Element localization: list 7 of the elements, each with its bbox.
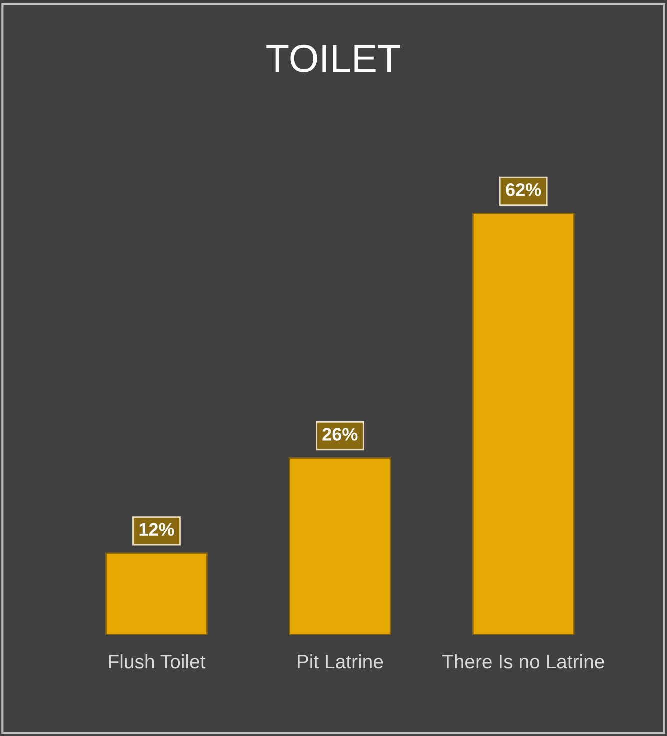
x-tick-label: Flush Toilet [109, 654, 206, 669]
data-label: 62% [506, 183, 542, 196]
x-tick-label: There Is no Latrine [442, 654, 604, 669]
chart-title: TOILET [266, 44, 400, 72]
data-label: 12% [140, 523, 174, 536]
x-tick-label: Pit Latrine [298, 654, 384, 669]
data-label: 26% [322, 428, 358, 441]
